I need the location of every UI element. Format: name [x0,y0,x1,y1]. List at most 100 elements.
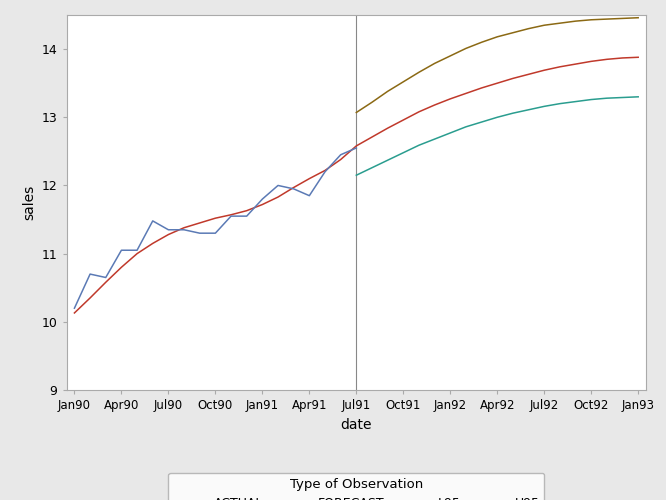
Line: L95: L95 [356,97,638,175]
U95 [556,20,564,26]
FORECAST [446,96,454,102]
L95 [587,96,595,102]
Line: U95: U95 [356,18,638,112]
L95 [368,164,376,170]
ACTUAL [258,196,266,202]
L95 [540,104,548,110]
U95 [400,79,408,85]
FORECAST [509,76,517,82]
FORECAST [368,134,376,140]
ACTUAL [321,169,329,175]
L95 [462,124,470,130]
FORECAST [321,168,329,173]
ACTUAL [336,152,344,158]
FORECAST [149,240,157,246]
L95 [525,107,533,113]
U95 [446,53,454,59]
ACTUAL [242,213,250,219]
FORECAST [86,295,94,301]
FORECAST [462,90,470,96]
Y-axis label: sales: sales [22,185,36,220]
L95 [634,94,642,100]
ACTUAL [274,182,282,188]
ACTUAL [133,247,141,253]
U95 [384,88,392,94]
FORECAST [133,250,141,256]
ACTUAL [86,271,94,277]
ACTUAL [352,145,360,151]
Line: FORECAST: FORECAST [75,58,638,313]
FORECAST [102,280,110,285]
L95 [400,150,408,156]
L95 [415,142,423,148]
ACTUAL [211,230,219,236]
FORECAST [415,109,423,115]
ACTUAL [117,247,125,253]
FORECAST [525,72,533,78]
U95 [603,16,611,22]
U95 [619,16,627,22]
Legend: ACTUAL, FORECAST, L95, U95: ACTUAL, FORECAST, L95, U95 [168,473,545,500]
FORECAST [603,56,611,62]
L95 [603,95,611,101]
FORECAST [258,202,266,207]
Line: ACTUAL: ACTUAL [75,148,356,308]
FORECAST [242,208,250,214]
FORECAST [211,215,219,221]
U95 [540,22,548,28]
FORECAST [587,58,595,64]
U95 [571,18,579,24]
L95 [619,94,627,100]
L95 [478,119,486,125]
U95 [509,30,517,36]
FORECAST [274,194,282,200]
FORECAST [619,55,627,61]
FORECAST [384,125,392,131]
L95 [494,114,501,120]
U95 [352,110,360,116]
FORECAST [196,220,204,226]
ACTUAL [227,213,235,219]
FORECAST [400,117,408,123]
ACTUAL [290,186,298,192]
ACTUAL [165,227,172,233]
FORECAST [180,224,188,230]
U95 [368,100,376,105]
FORECAST [290,184,298,190]
FORECAST [431,102,439,108]
FORECAST [571,61,579,67]
U95 [462,46,470,52]
U95 [494,34,501,40]
FORECAST [336,156,344,162]
ACTUAL [102,274,110,280]
U95 [478,40,486,46]
U95 [415,70,423,75]
U95 [525,26,533,32]
L95 [446,130,454,136]
U95 [587,17,595,23]
FORECAST [352,143,360,149]
L95 [509,110,517,116]
FORECAST [540,67,548,73]
FORECAST [478,85,486,91]
FORECAST [117,264,125,270]
FORECAST [305,176,313,182]
U95 [431,60,439,66]
L95 [571,98,579,104]
U95 [634,14,642,20]
ACTUAL [305,192,313,198]
FORECAST [227,212,235,218]
X-axis label: date: date [340,418,372,432]
L95 [556,100,564,106]
ACTUAL [196,230,204,236]
FORECAST [165,232,172,237]
ACTUAL [149,218,157,224]
L95 [352,172,360,178]
ACTUAL [71,305,79,311]
FORECAST [634,54,642,60]
L95 [431,136,439,142]
L95 [384,157,392,163]
ACTUAL [180,227,188,233]
FORECAST [71,310,79,316]
FORECAST [494,80,501,86]
